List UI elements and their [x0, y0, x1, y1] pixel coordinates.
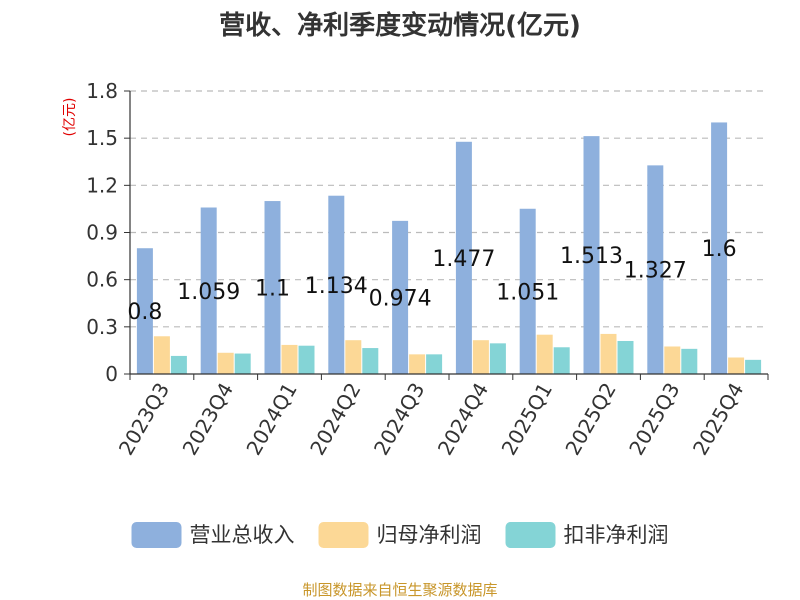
legend-label: 归母净利润	[377, 523, 482, 547]
y-tick-label: 1.2	[86, 173, 118, 197]
legend-swatch	[505, 522, 556, 548]
data-labels: 0.8 1.059 1.1 1.1340.9741.4771.0511.5131.32…	[127, 237, 736, 325]
bar-revenue	[711, 122, 728, 374]
legend-swatch	[131, 522, 182, 548]
y-tick-label: 1.5	[86, 126, 118, 150]
data-label: 1.134	[305, 274, 368, 299]
y-tick-label: 0.9	[86, 221, 118, 245]
bar-revenue	[200, 207, 217, 374]
x-category-label: 2025Q2	[560, 379, 620, 460]
legend-label: 营业总收入	[190, 523, 295, 547]
bar-revenue	[264, 201, 281, 374]
y-tick-label: 0.3	[86, 315, 118, 339]
x-category-label: 2025Q4	[688, 379, 748, 460]
bar-deducted-net-profit	[170, 355, 187, 374]
bar-revenue	[583, 136, 600, 374]
y-tick-label: 1.8	[86, 79, 118, 103]
x-category-label: 2024Q2	[305, 379, 365, 460]
bar-deducted-net-profit	[681, 348, 698, 374]
bar-deducted-net-profit	[553, 347, 570, 374]
bars	[136, 122, 762, 374]
bar-net-profit	[153, 336, 170, 374]
y-axis-unit: (亿元)	[62, 98, 78, 137]
bar-revenue	[519, 208, 536, 374]
bar-net-profit	[536, 334, 553, 374]
bar-deducted-net-profit	[362, 348, 379, 374]
bar-deducted-net-profit	[617, 340, 634, 374]
bar-deducted-net-profit	[234, 353, 251, 374]
bar-revenue	[328, 195, 345, 374]
x-category-label: 2024Q3	[369, 379, 429, 460]
data-label: 1.6	[702, 237, 737, 262]
data-label: 1.051	[496, 280, 559, 305]
bar-net-profit	[664, 346, 681, 374]
source-note: 制图数据来自恒生聚源数据库	[302, 581, 497, 599]
bar-net-profit	[472, 340, 489, 374]
x-category-label: 2023Q4	[178, 379, 238, 460]
data-label: 1.513	[560, 244, 623, 269]
bar-net-profit	[728, 357, 745, 374]
data-label: 1.059	[177, 280, 240, 305]
data-label: 0.974	[369, 286, 432, 311]
bar-revenue	[136, 248, 153, 374]
data-label: 1.477	[432, 247, 495, 272]
data-label: 0.8	[127, 300, 162, 325]
x-category-label: 2024Q4	[433, 379, 493, 460]
x-category-label: 2024Q1	[241, 379, 301, 460]
y-tick-label: 0	[105, 362, 118, 386]
bar-deducted-net-profit	[426, 354, 443, 374]
data-label: 1.327	[624, 259, 687, 284]
legend-swatch	[318, 522, 369, 548]
bar-deducted-net-profit	[298, 345, 315, 374]
legend-label: 扣非净利润	[564, 523, 669, 547]
chart-title: 营收、净利季度变动情况(亿元)	[219, 10, 581, 41]
bar-net-profit	[217, 352, 234, 374]
bar-net-profit	[600, 333, 617, 374]
bar-revenue	[647, 165, 664, 374]
data-label: 1.1	[255, 277, 290, 302]
x-category-label: 2023Q3	[114, 379, 174, 460]
bar-deducted-net-profit	[745, 359, 762, 374]
bar-revenue	[392, 220, 409, 374]
legend: 营业总收入 归母净利润 扣非净利润	[131, 522, 669, 548]
y-tick-label: 0.6	[86, 268, 118, 292]
bar-revenue	[455, 141, 472, 374]
bar-deducted-net-profit	[489, 343, 506, 374]
x-category-label: 2025Q3	[624, 379, 684, 460]
bar-net-profit	[409, 354, 426, 374]
bar-net-profit	[281, 344, 298, 374]
x-category-label: 2025Q1	[497, 379, 557, 460]
bar-net-profit	[345, 340, 362, 374]
